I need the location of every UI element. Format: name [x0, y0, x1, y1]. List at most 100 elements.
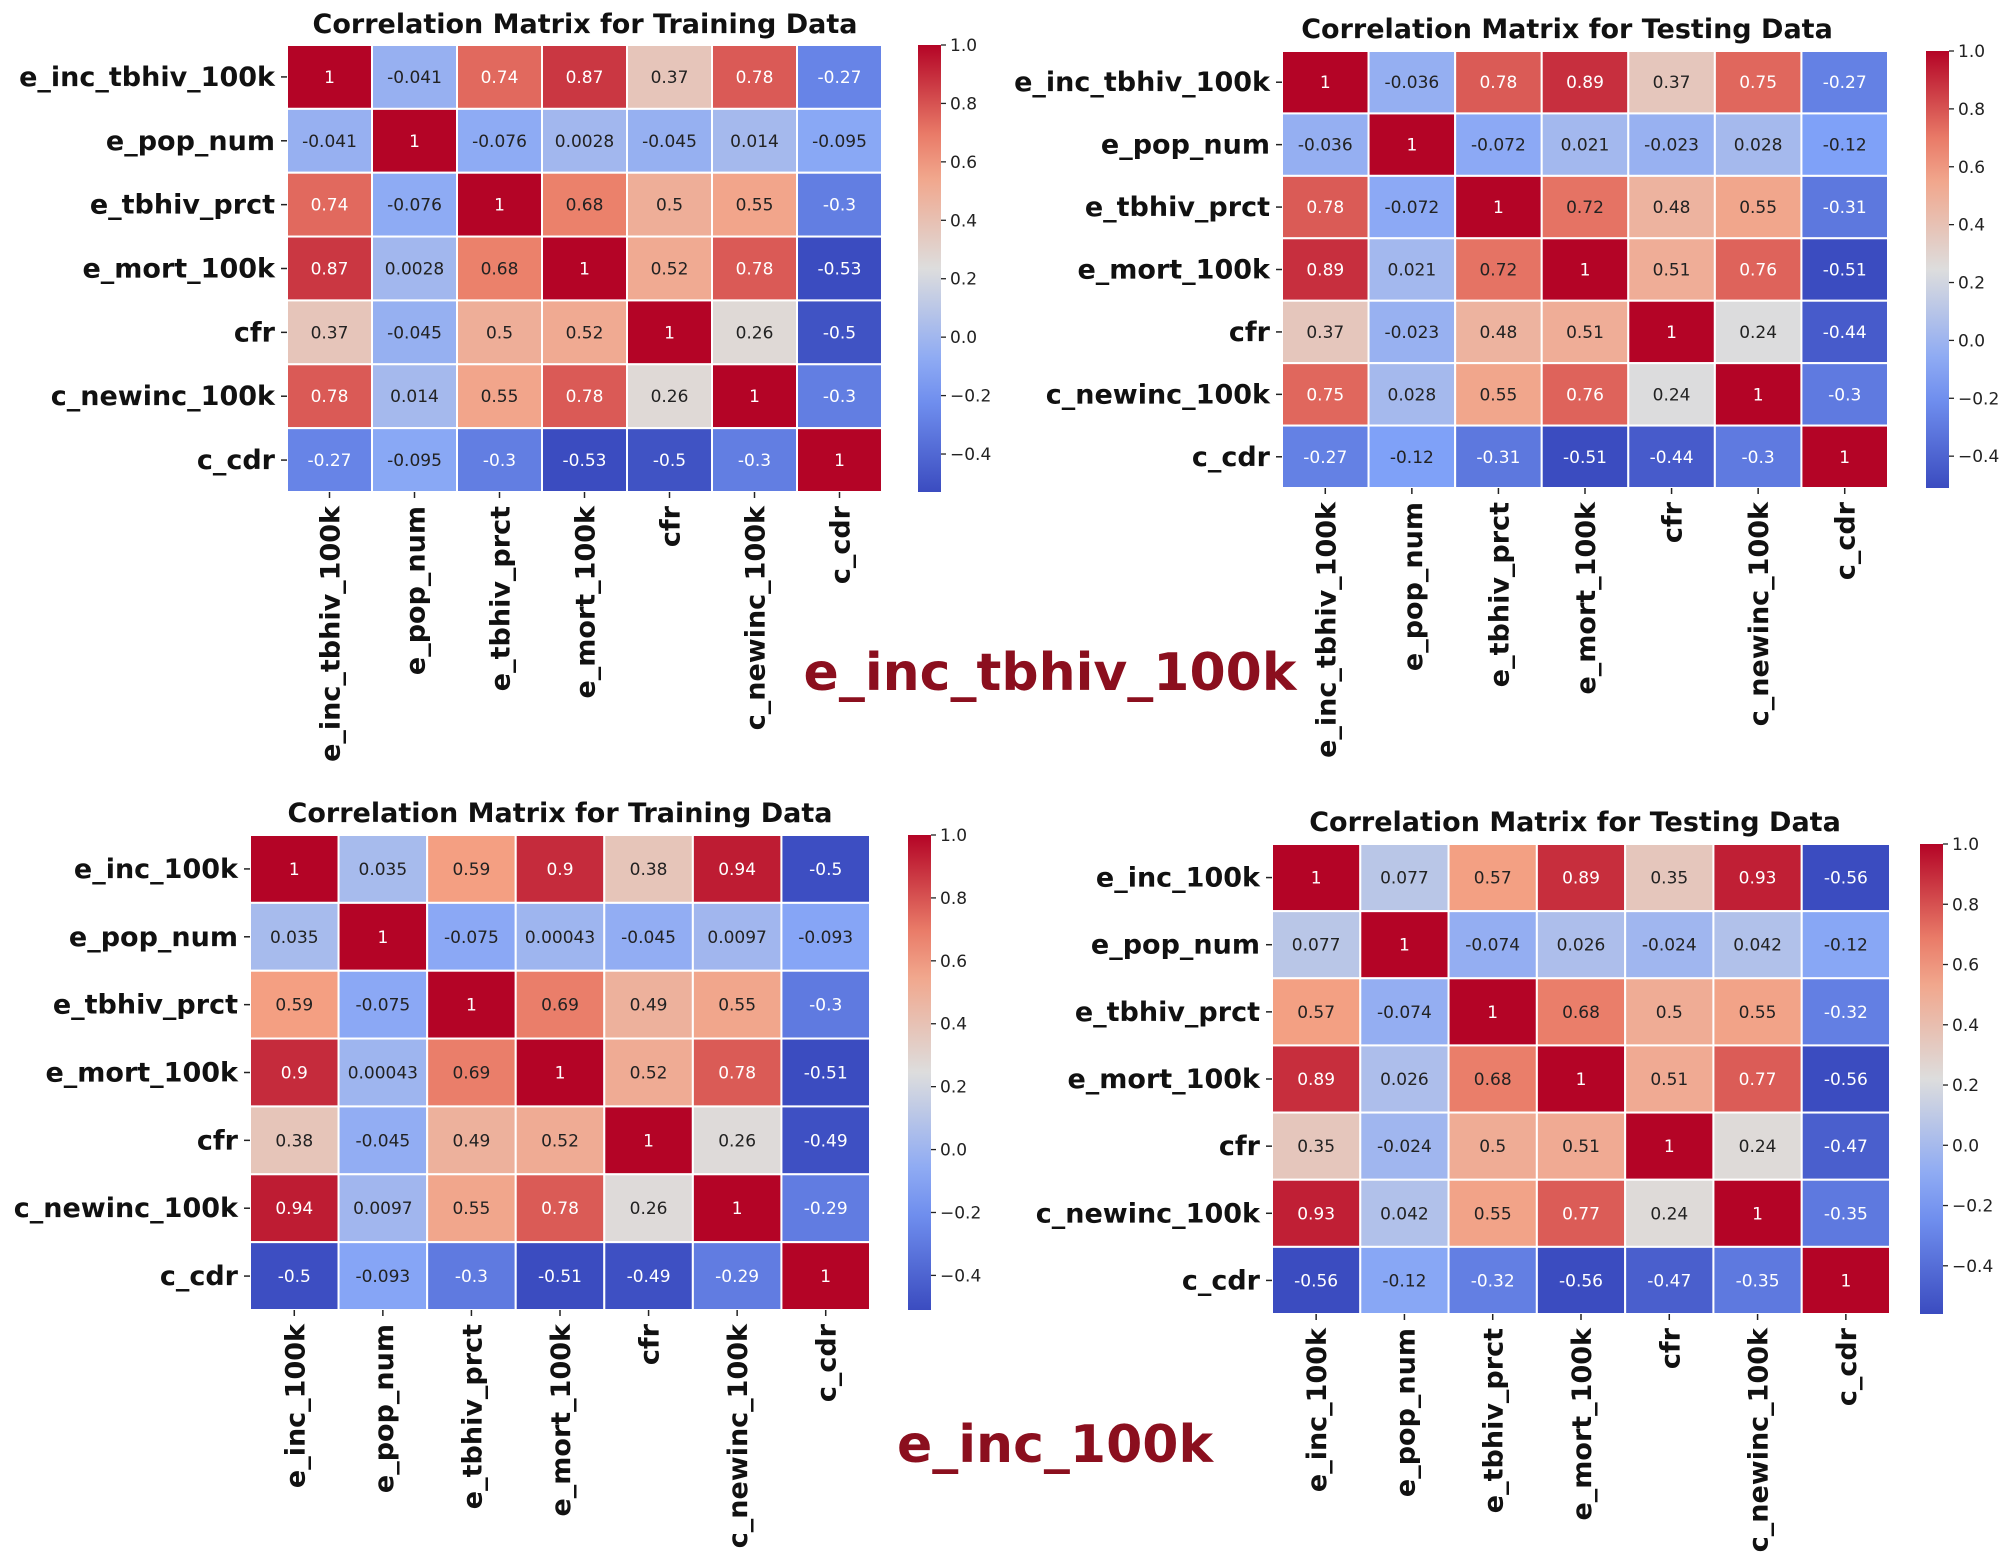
cell-value-label: 0.72: [1566, 198, 1604, 218]
cell-value-label: -0.31: [1476, 448, 1520, 468]
x-tick-label: c_cdr: [826, 505, 857, 584]
cell-value-label: -0.32: [1471, 1271, 1515, 1291]
cell-value-label: 0.24: [1650, 1204, 1688, 1224]
heatmap-cell: [1454, 237, 1543, 302]
x-tick-label: e_inc_tbhiv_100k: [1311, 501, 1342, 758]
cell-value-label: 0.78: [1479, 73, 1517, 93]
cell-value-label: -0.045: [387, 323, 442, 343]
colorbar-tick-label: 1.0: [1958, 42, 1985, 62]
heatmap-cell: [1359, 977, 1450, 1047]
heatmap-cell: [426, 901, 517, 972]
cell-value-label: -0.076: [472, 132, 527, 152]
y-tick-label: e_tbhiv_prct: [1075, 997, 1260, 1028]
cell-value-label: -0.023: [1644, 136, 1699, 156]
cell-value-label: 1: [409, 132, 420, 152]
cell-value-label: -0.3: [1828, 385, 1861, 405]
heatmap-cell: [1271, 1111, 1362, 1181]
cell-value-label: -0.093: [798, 928, 853, 948]
cell-value-label: 0.75: [1306, 385, 1344, 405]
colorbar-tick-label: 1.0: [940, 826, 967, 846]
heatmap-cell: [796, 44, 883, 110]
cell-value-label: 1: [664, 323, 675, 343]
y-tick-label: e_tbhiv_prct: [1085, 192, 1270, 223]
heatmap-cell: [626, 44, 713, 110]
cell-value-label: 0.48: [1653, 198, 1691, 218]
cell-value-label: 0.35: [1297, 1137, 1335, 1157]
cell-value-label: -0.072: [1471, 136, 1526, 156]
heatmap-cell: [711, 44, 798, 110]
heatmap-cell: [1454, 174, 1543, 240]
cell-value-label: -0.045: [621, 928, 676, 948]
heatmap-cell: [1535, 1245, 1627, 1316]
cell-value-label: 0.00043: [525, 928, 595, 948]
cell-value-label: 1: [1493, 198, 1504, 218]
heatmap-panel-training-tbhiv: Correlation Matrix for Training Data 1 -0.…: [19, 9, 991, 762]
cell-value-label: 0.89: [1306, 261, 1344, 281]
colorbar-tick-label: 0.4: [940, 1015, 967, 1035]
heatmap-cell: [1713, 299, 1803, 365]
heatmap-cell: [1800, 1245, 1891, 1316]
cell-value-label: -0.51: [804, 1064, 848, 1084]
cell-value-label: 0.94: [275, 1199, 313, 1219]
heatmap-cell: [1627, 362, 1716, 427]
y-tick-label: e_pop_num: [1101, 130, 1270, 161]
cell-value-label: 0.51: [1562, 1137, 1600, 1157]
cell-value-label: -0.49: [804, 1131, 848, 1151]
cell-value-label: 1: [494, 196, 505, 216]
cell-value-label: 1: [820, 1267, 831, 1287]
cell-value-label: 0.026: [1557, 936, 1606, 956]
cell-value-label: 0.26: [651, 387, 689, 407]
cell-value-label: 0.89: [1562, 869, 1600, 889]
x-tick-label: c_cdr: [1831, 501, 1862, 580]
cell-value-label: 1: [1406, 136, 1417, 156]
cell-value-label: -0.27: [308, 451, 352, 471]
chart-title: Correlation Matrix for Testing Data: [1301, 14, 1833, 45]
x-tick-label: c_cdr: [1832, 1327, 1863, 1406]
heatmap-cell: [1800, 299, 1890, 365]
cell-value-label: -0.095: [387, 451, 442, 471]
cell-value-label: 0.38: [275, 1131, 313, 1151]
cell-value-label: 0.26: [630, 1199, 668, 1219]
heatmap-cell: [603, 901, 694, 972]
cell-value-label: 0.78: [736, 68, 774, 88]
colorbar-tick-label: 0.0: [1952, 1136, 1979, 1156]
cell-value-label: 0.59: [452, 860, 490, 880]
cell-value-label: 0.57: [1297, 1003, 1335, 1023]
heatmap-cell: [1281, 424, 1370, 490]
cell-value-label: -0.53: [563, 451, 607, 471]
group-label: e_inc_100k: [897, 1415, 1214, 1475]
colorbar-tick-label: 0.0: [940, 1141, 967, 1161]
x-tick-label: cfr: [635, 1323, 666, 1365]
heatmap-cell: [626, 363, 713, 430]
colorbar-tick-label: 0.6: [950, 153, 977, 173]
cell-value-label: 0.55: [736, 196, 774, 216]
cell-value-label: -0.3: [823, 387, 856, 407]
heatmap-cell: [371, 299, 458, 366]
cell-value-label: -0.075: [444, 928, 499, 948]
heatmap-cell: [603, 1037, 694, 1108]
cell-value-label: -0.44: [1650, 448, 1694, 468]
cell-value-label: 0.077: [1380, 869, 1429, 889]
cell-value-label: 0.021: [1561, 136, 1610, 156]
heatmap-cell: [1624, 977, 1715, 1047]
cell-value-label: 0.035: [359, 860, 408, 880]
cell-value-label: 0.75: [1739, 73, 1777, 93]
cell-value-label: 0.38: [630, 860, 668, 880]
heatmap-cell: [249, 901, 340, 972]
cell-value-label: 0.37: [311, 323, 349, 343]
cell-value-label: -0.12: [1390, 448, 1434, 468]
cell-value-label: 0.51: [1566, 323, 1604, 343]
heatmap-cell: [691, 1105, 783, 1176]
cell-value-label: -0.3: [455, 1267, 488, 1287]
heatmap-cell: [1281, 299, 1370, 365]
heatmap-cell: [796, 427, 883, 493]
heatmap-cell: [1271, 1178, 1362, 1248]
heatmap-cell: [711, 171, 798, 238]
y-tick-label: e_pop_num: [106, 126, 275, 157]
y-tick-label: e_inc_tbhiv_100k: [19, 62, 276, 93]
colorbar-tick-label: 1.0: [1952, 835, 1979, 855]
cell-value-label: 0.021: [1388, 261, 1437, 281]
heatmap-cell: [711, 363, 798, 430]
chart-title: Correlation Matrix for Testing Data: [1309, 807, 1841, 838]
heatmap-cell: [780, 901, 872, 972]
